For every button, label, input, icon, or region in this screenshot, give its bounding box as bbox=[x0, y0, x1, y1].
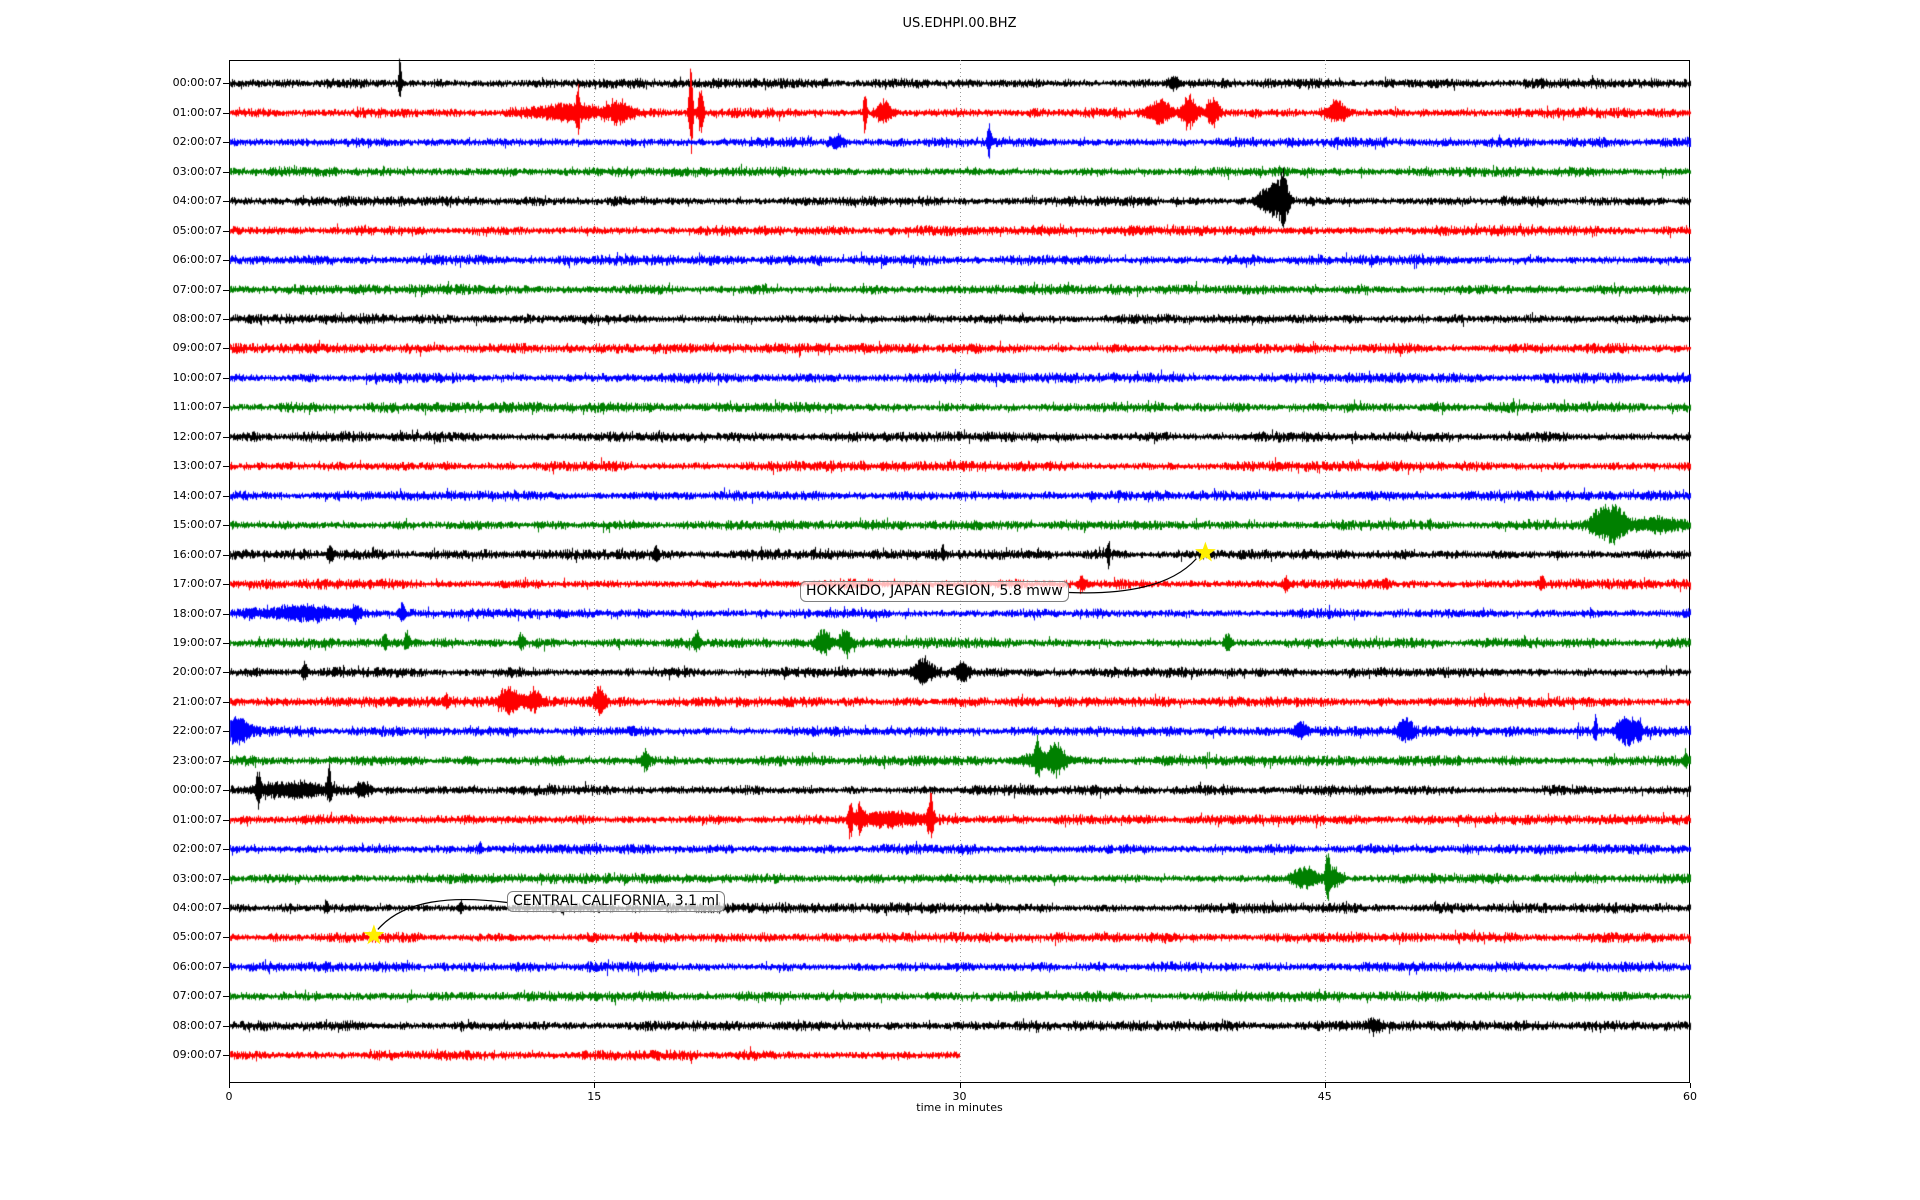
y-tick bbox=[223, 554, 229, 556]
trace-label: 04:00:07 bbox=[172, 901, 222, 914]
trace-label: 01:00:07 bbox=[172, 812, 222, 826]
y-tick bbox=[223, 1055, 229, 1057]
trace-label: 08:00:07 bbox=[172, 1018, 222, 1032]
trace-label: 16:00:07 bbox=[172, 547, 222, 561]
trace-label: 02:00:07 bbox=[172, 135, 222, 149]
trace-label: 00:00:07 bbox=[172, 76, 222, 90]
y-tick bbox=[223, 996, 229, 998]
y-tick bbox=[223, 289, 229, 291]
y-tick bbox=[223, 613, 229, 615]
y-tick bbox=[223, 260, 229, 262]
trace-label: 05:00:07 bbox=[172, 930, 222, 944]
y-tick bbox=[223, 1025, 229, 1027]
trace-label: 13:00:07 bbox=[172, 459, 222, 473]
y-tick bbox=[223, 407, 229, 409]
trace-label: 06:00:07 bbox=[172, 253, 222, 267]
x-tick bbox=[1690, 1083, 1691, 1088]
y-tick bbox=[223, 849, 229, 851]
trace-label: 08:00:07 bbox=[172, 312, 222, 325]
trace-label: 07:00:07 bbox=[172, 989, 222, 1003]
trace-label: 07:00:07 bbox=[172, 282, 222, 296]
y-tick bbox=[223, 436, 229, 438]
y-tick bbox=[223, 819, 229, 821]
trace-label: 14:00:07 bbox=[172, 488, 222, 502]
x-tick bbox=[959, 1083, 961, 1088]
trace-label: 18:00:07 bbox=[172, 606, 222, 620]
trace-label: 03:00:07 bbox=[172, 164, 222, 178]
x-tick bbox=[229, 1083, 230, 1088]
trace-label: 23:00:07 bbox=[172, 753, 222, 767]
trace-label: 09:00:07 bbox=[172, 341, 222, 355]
y-tick bbox=[223, 878, 229, 880]
x-tick bbox=[594, 1083, 596, 1088]
trace-label: 02:00:07 bbox=[172, 842, 222, 856]
y-tick bbox=[223, 731, 229, 733]
trace-label: 09:00:07 bbox=[172, 1048, 222, 1062]
trace-label: 15:00:07 bbox=[172, 518, 222, 532]
trace-label: 01:00:07 bbox=[172, 105, 222, 119]
x-tick-label: 60 bbox=[1683, 1090, 1697, 1103]
trace-label: 05:00:07 bbox=[172, 223, 222, 237]
y-tick bbox=[223, 584, 229, 586]
y-tick bbox=[223, 466, 229, 468]
y-tick bbox=[223, 760, 229, 762]
trace-label: 11:00:07 bbox=[172, 400, 222, 414]
y-tick bbox=[223, 83, 229, 85]
trace-label: 20:00:07 bbox=[172, 665, 222, 679]
y-tick bbox=[223, 701, 229, 703]
y-tick bbox=[223, 377, 229, 379]
trace-label: 10:00:07 bbox=[172, 370, 222, 384]
y-tick bbox=[223, 937, 229, 939]
y-tick bbox=[223, 672, 229, 674]
x-tick-label: 45 bbox=[1317, 1090, 1332, 1103]
trace-label: 12:00:07 bbox=[172, 429, 222, 443]
annotation-central-california: CENTRAL CALIFORNIA, 3.1 ml bbox=[507, 891, 726, 912]
y-tick bbox=[223, 348, 229, 350]
trace-label: 06:00:07 bbox=[172, 959, 222, 973]
y-tick bbox=[223, 142, 229, 144]
y-tick bbox=[223, 230, 229, 232]
trace-label: 17:00:07 bbox=[172, 577, 222, 591]
x-tick-label: 15 bbox=[587, 1090, 602, 1103]
trace-label: 21:00:07 bbox=[172, 694, 222, 708]
y-tick bbox=[223, 112, 229, 114]
y-tick bbox=[223, 525, 229, 527]
y-tick bbox=[223, 790, 229, 792]
trace-label: 19:00:07 bbox=[172, 635, 222, 649]
x-tick-label: 30 bbox=[952, 1090, 967, 1103]
x-tick-label: 0 bbox=[225, 1090, 233, 1103]
y-tick bbox=[223, 495, 229, 497]
x-axis-title: time in minutes bbox=[916, 1101, 1003, 1114]
annotation-hokkaido: HOKKAIDO, JAPAN REGION, 5.8 mww bbox=[800, 581, 1069, 602]
y-tick bbox=[223, 319, 229, 320]
y-tick bbox=[223, 966, 229, 968]
y-tick bbox=[223, 171, 229, 173]
x-tick bbox=[1324, 1083, 1326, 1088]
y-tick bbox=[223, 201, 229, 203]
trace-label: 03:00:07 bbox=[172, 871, 222, 885]
trace-label: 04:00:07 bbox=[172, 194, 222, 208]
y-tick bbox=[223, 642, 229, 644]
y-tick bbox=[223, 908, 229, 909]
trace-label: 22:00:07 bbox=[172, 724, 222, 738]
trace-label: 00:00:07 bbox=[172, 783, 222, 797]
